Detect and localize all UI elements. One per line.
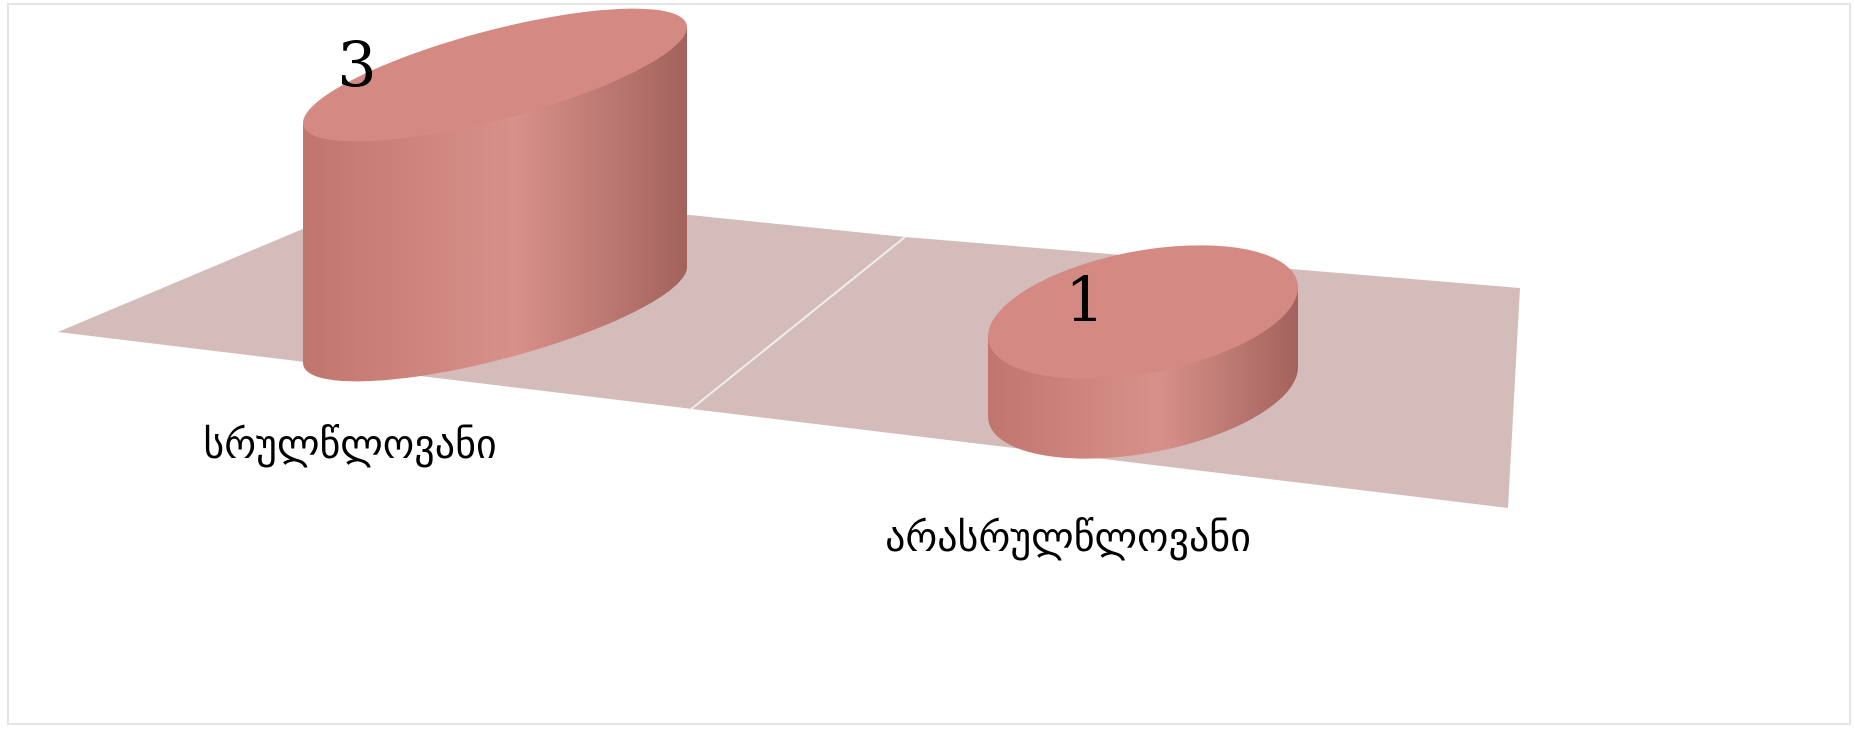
data-label: 3 [337,28,376,101]
category-label: არასრულწლოვანი [885,515,1251,561]
cylinder [303,8,687,382]
data-label: 1 [1065,263,1104,336]
cylinder-top [303,8,687,142]
cylinder [988,245,1298,459]
divider [689,236,906,411]
category-label: სრულწლოვანი [203,422,496,468]
cylinder-top [988,245,1298,379]
